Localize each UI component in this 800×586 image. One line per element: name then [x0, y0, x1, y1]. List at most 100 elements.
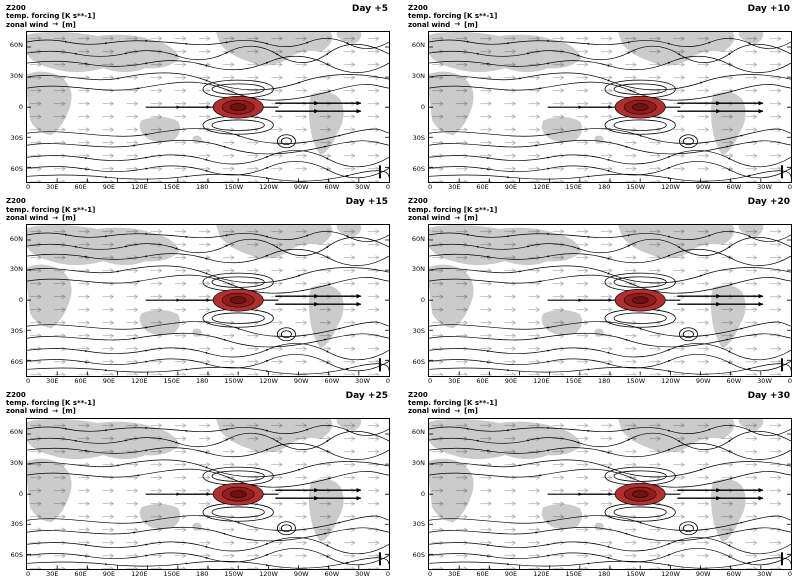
- x-tick-label: 120E: [533, 376, 550, 385]
- x-tick-label: 120W: [259, 569, 278, 578]
- panel-labels: Z200 temp. forcing [K s**-1] zonal wind …: [408, 4, 497, 29]
- wind-units-label: [m]: [464, 20, 478, 29]
- x-tick-label: 150W: [224, 183, 244, 192]
- y-tick-label: 30S: [10, 327, 23, 336]
- y-tick-label: 30N: [9, 265, 23, 274]
- map-plot: [26, 417, 390, 570]
- panel-day-plus-10: Z200 temp. forcing [K s**-1] zonal wind …: [406, 2, 792, 195]
- y-tick-label: 60S: [412, 357, 425, 366]
- x-tick-label: 30W: [355, 569, 370, 578]
- x-tick-label: 60W: [324, 376, 340, 385]
- x-tick-label: 90W: [695, 376, 711, 385]
- x-tick-label: 150E: [565, 376, 583, 385]
- y-tick-label: 60N: [411, 41, 425, 50]
- x-tick-label: 180: [597, 183, 611, 192]
- x-tick-label: 30E: [448, 376, 461, 385]
- panel-labels: Z200 temp. forcing [K s**-1] zonal wind …: [6, 391, 95, 416]
- x-tick-label: 60E: [476, 183, 489, 192]
- x-tick-label: 30W: [355, 376, 370, 385]
- x-tick-label: 30W: [757, 376, 772, 385]
- wind-units-label: [m]: [62, 407, 76, 416]
- y-tick-label: 60N: [411, 427, 425, 436]
- variable-label: Z200: [408, 4, 428, 12]
- panel-header: Z200 temp. forcing [K s**-1] zonal wind …: [4, 4, 390, 31]
- x-tick-label: 150W: [224, 376, 244, 385]
- x-tick-label: 180: [195, 183, 209, 192]
- y-tick-label: 60S: [412, 551, 425, 560]
- day-label: Day +20: [747, 197, 790, 208]
- panel-header: Z200 temp. forcing [K s**-1] zonal wind …: [406, 4, 792, 31]
- x-tick-label: 60W: [324, 569, 340, 578]
- y-tick-label: 30N: [411, 265, 425, 274]
- x-axis-labels: 0 30E 60E 90E 120E 150E 180 150W 120W 90W 60W 30W 0: [428, 570, 792, 582]
- x-tick-label: 60E: [476, 376, 489, 385]
- plot-row: 60N 30N 0 30S 60S: [4, 417, 390, 570]
- x-tick-label: 0: [26, 376, 31, 385]
- x-tick-label: 120W: [661, 569, 680, 578]
- wind-label: zonal wind: [6, 20, 49, 29]
- plot-row: 60N 30N 0 30S 60S: [406, 31, 792, 184]
- day-label: Day +5: [351, 4, 388, 14]
- x-tick-label: 60E: [74, 569, 87, 578]
- x-tick-label: 180: [195, 569, 209, 578]
- y-axis-labels: 60N 30N 0 30S 60S: [406, 418, 428, 570]
- x-tick-label: 120E: [131, 376, 148, 385]
- forcing-label: temp. forcing [K s**-1]: [6, 399, 96, 408]
- x-tick-label: 0: [428, 376, 433, 385]
- x-tick-label: 30E: [46, 376, 59, 385]
- y-tick-label: 30N: [9, 72, 23, 81]
- x-tick-label: 60E: [74, 376, 87, 385]
- x-tick-label: 150E: [565, 569, 583, 578]
- y-tick-label: 30S: [412, 133, 425, 142]
- y-tick-label: 60S: [10, 164, 23, 173]
- panel-header: Z200 temp. forcing [K s**-1] zonal wind …: [406, 391, 792, 418]
- y-tick-label: 60N: [9, 234, 23, 243]
- y-tick-label: 0: [18, 296, 23, 305]
- variable-label: Z200: [6, 390, 26, 399]
- wind-label-row: zonal wind → [m]: [408, 21, 497, 29]
- wind-label: zonal wind: [6, 407, 49, 416]
- x-tick-label: 60W: [726, 376, 742, 385]
- x-tick-label: 60W: [726, 183, 742, 192]
- panel-labels: Z200 temp. forcing [K s**-1] zonal wind …: [6, 4, 95, 29]
- x-tick-label: 90E: [102, 183, 116, 192]
- wind-label-row: zonal wind → [m]: [6, 407, 95, 415]
- x-tick-label: 0: [787, 569, 792, 578]
- panel-labels: Z200 temp. forcing [K s**-1] zonal wind …: [6, 197, 95, 222]
- y-tick-label: 30N: [411, 72, 425, 81]
- x-tick-label: 90W: [695, 183, 711, 192]
- day-label: Day +30: [747, 390, 790, 401]
- x-tick-label: 30E: [448, 183, 461, 192]
- y-axis-labels: 60N 30N 0 30S 60S: [4, 31, 26, 183]
- variable-label: Z200: [408, 390, 428, 399]
- x-tick-label: 120E: [533, 183, 550, 192]
- day-label: Day +25: [345, 390, 388, 401]
- panel-day-plus-20: Z200 temp. forcing [K s**-1] zonal wind …: [406, 195, 792, 388]
- variable-label: Z200: [6, 197, 26, 206]
- y-tick-label: 0: [18, 102, 23, 111]
- panel-header: Z200 temp. forcing [K s**-1] zonal wind …: [4, 197, 390, 224]
- x-tick-label: 90E: [102, 376, 116, 385]
- x-tick-label: 0: [385, 376, 390, 385]
- y-tick-label: 60N: [9, 427, 23, 436]
- map-plot: [26, 224, 390, 377]
- y-axis-labels: 60N 30N 0 30S 60S: [4, 418, 26, 570]
- x-tick-label: 150E: [163, 569, 181, 578]
- y-tick-label: 60N: [9, 41, 23, 50]
- map-plot: [26, 31, 390, 184]
- x-axis-labels: 0 30E 60E 90E 120E 150E 180 150W 120W 90W 60W 30W 0: [428, 183, 792, 195]
- panel-day-plus-25: Z200 temp. forcing [K s**-1] zonal wind …: [4, 389, 390, 582]
- x-tick-label: 120W: [661, 376, 680, 385]
- x-tick-label: 90W: [695, 569, 711, 578]
- map-plot: [428, 224, 792, 377]
- x-tick-label: 0: [26, 183, 31, 192]
- forcing-label: temp. forcing [K s**-1]: [408, 205, 498, 214]
- y-tick-label: 30S: [412, 520, 425, 529]
- panel-day-plus-5: Z200 temp. forcing [K s**-1] zonal wind …: [4, 2, 390, 195]
- x-tick-label: 30E: [46, 569, 59, 578]
- wind-reference-arrow-icon: →: [52, 407, 59, 416]
- y-tick-label: 30N: [411, 458, 425, 467]
- wind-reference-arrow-icon: →: [52, 20, 59, 29]
